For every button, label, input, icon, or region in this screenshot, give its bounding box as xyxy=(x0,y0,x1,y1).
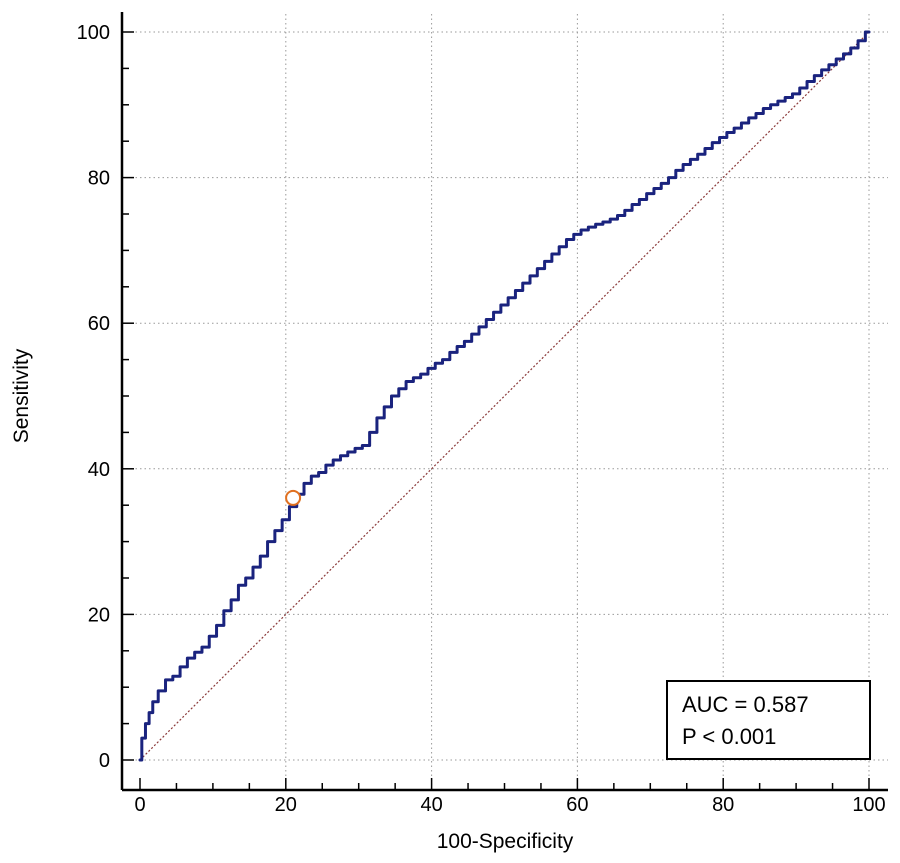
x-axis-title: 100-Specificity xyxy=(437,830,574,853)
series-group xyxy=(138,30,871,762)
tick-labels: 0 20 40 60 80 100 0 20 40 60 80 100 xyxy=(77,22,886,816)
gridlines xyxy=(122,14,888,790)
x-tick-label: 100 xyxy=(852,794,885,816)
cutoff-point-marker xyxy=(285,489,302,506)
y-tick-label: 20 xyxy=(88,604,110,626)
legend-frame xyxy=(666,680,871,760)
y-tick-label: 40 xyxy=(88,459,110,481)
x-tick-label: 20 xyxy=(275,794,297,816)
tick-marks xyxy=(122,31,870,790)
y-tick-label: 80 xyxy=(88,168,110,190)
y-axis-title: Sensitivity xyxy=(10,348,33,443)
x-tick-label: 80 xyxy=(712,794,734,816)
legend-box: AUC = 0.587 P < 0.001 xyxy=(666,680,871,760)
y-tick-label: 0 xyxy=(99,750,110,772)
y-tick-label: 60 xyxy=(88,313,110,335)
marker-group xyxy=(285,489,302,506)
legend-p-value-label: P < 0.001 xyxy=(682,724,776,749)
roc-curve-line xyxy=(138,30,871,762)
x-tick-label: 60 xyxy=(566,794,588,816)
x-tick-label: 0 xyxy=(134,794,145,816)
legend-auc-label: AUC = 0.587 xyxy=(682,692,809,717)
y-tick-label: 100 xyxy=(77,22,110,44)
x-tick-label: 40 xyxy=(420,794,442,816)
